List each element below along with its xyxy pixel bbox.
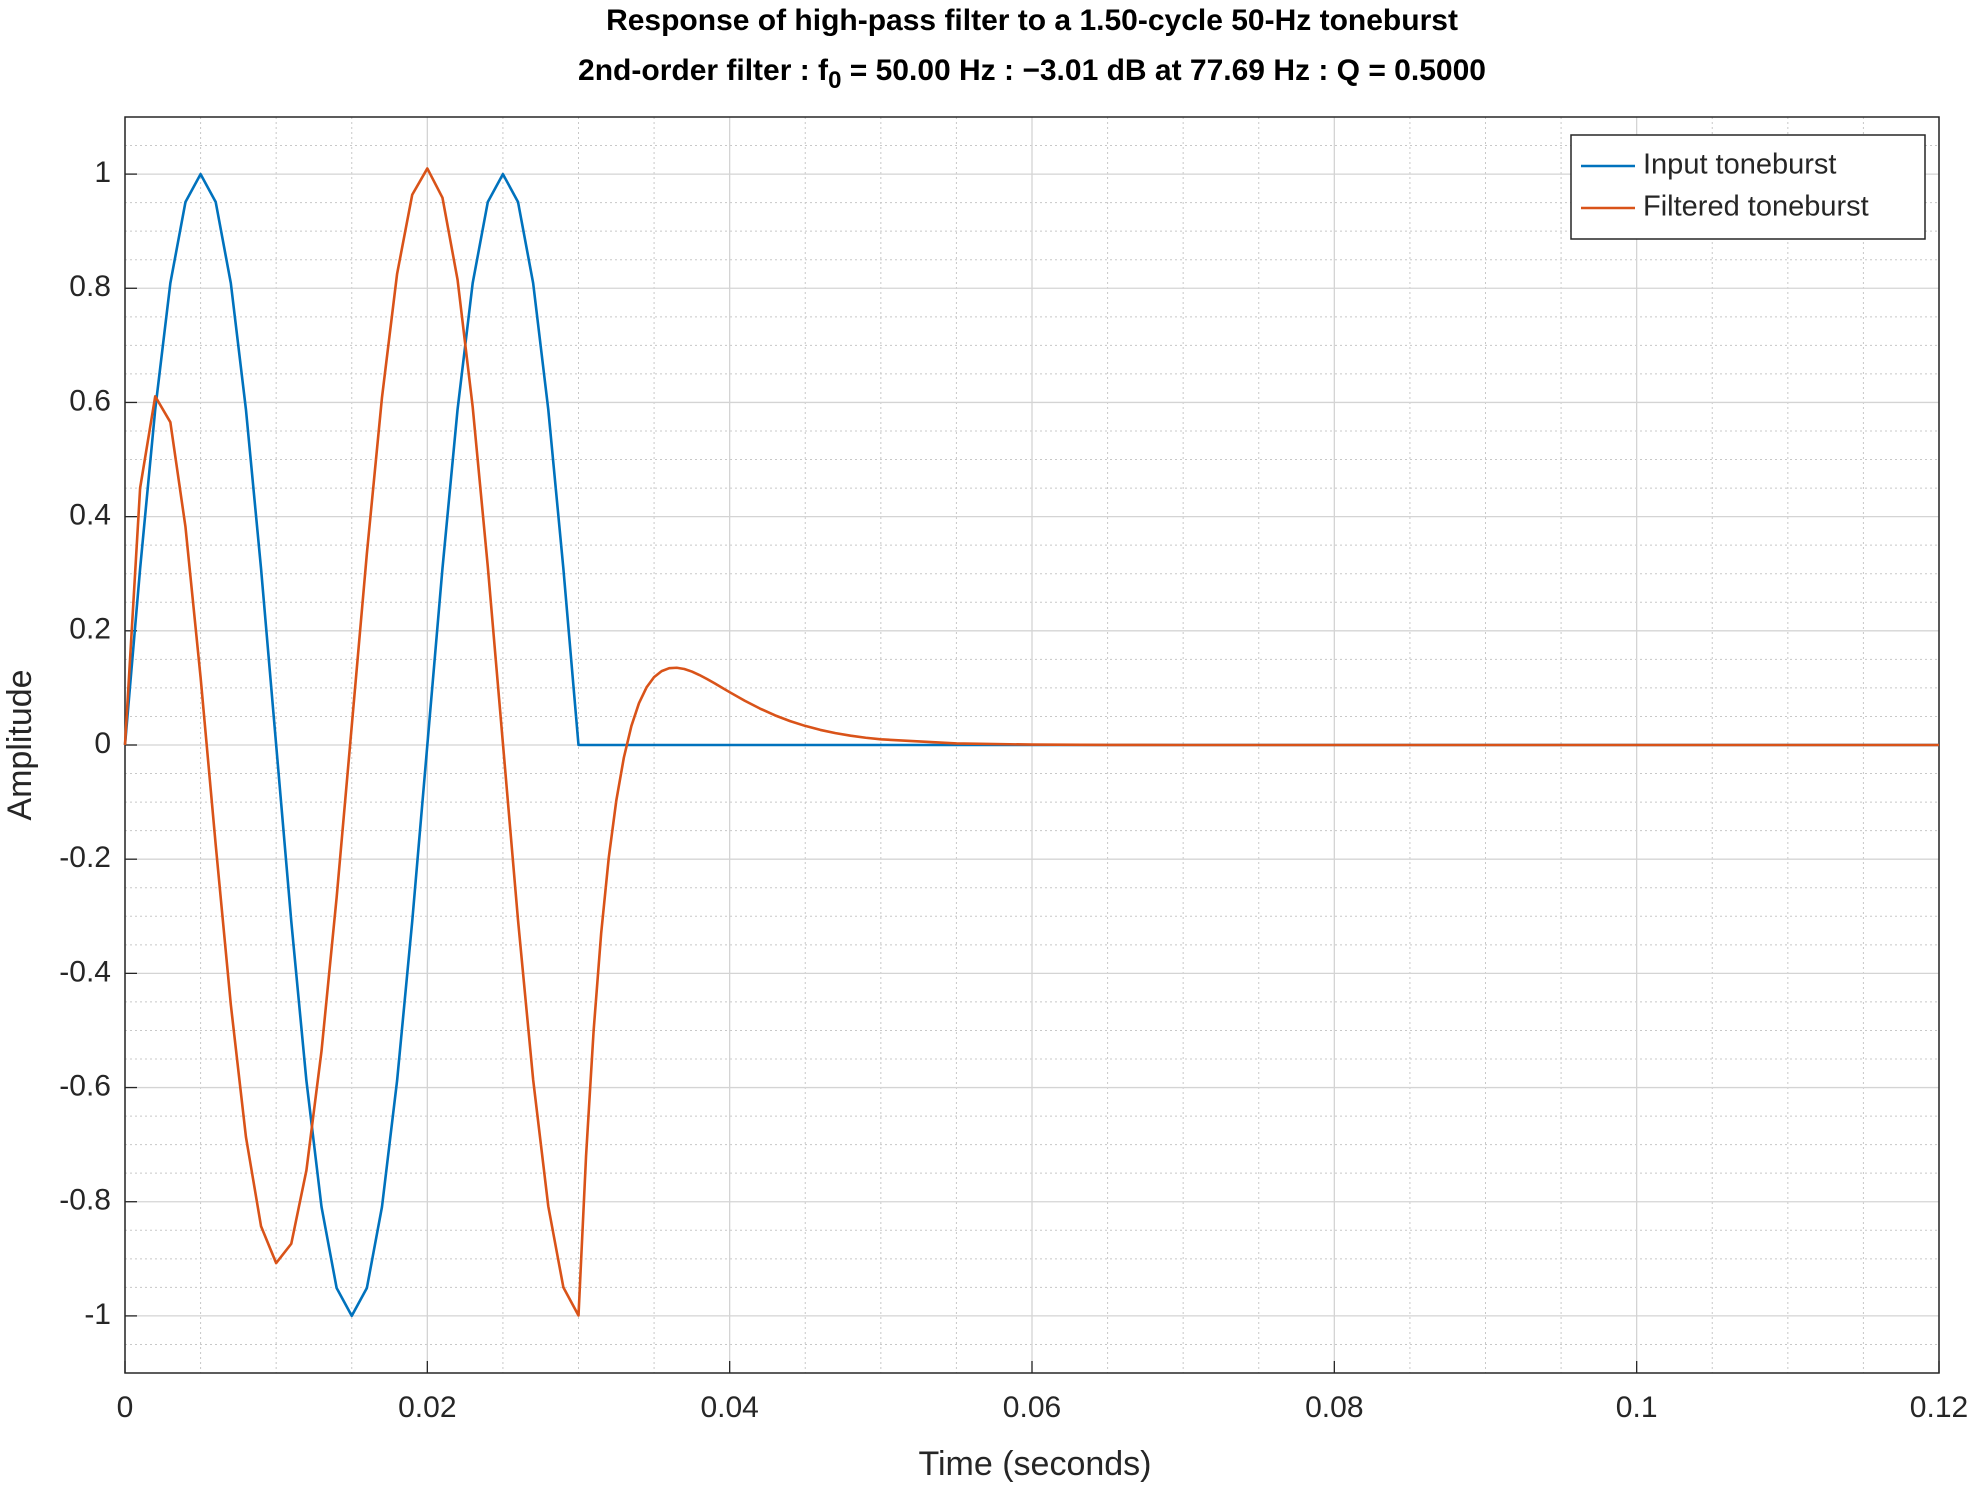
- x-tick-label: 0.12: [1910, 1391, 1968, 1424]
- y-tick-label: 0.6: [69, 384, 111, 417]
- x-tick-label: 0.08: [1305, 1391, 1363, 1424]
- x-tick-label: 0: [117, 1391, 134, 1424]
- subtitle-subscript: 0: [828, 67, 841, 94]
- y-tick-label: 0.2: [69, 613, 111, 646]
- y-tick-label: -0.8: [59, 1184, 111, 1217]
- y-tick-label: -0.6: [59, 1069, 111, 1102]
- x-tick-label: 0.02: [398, 1391, 456, 1424]
- x-tick-label: 0.04: [700, 1391, 758, 1424]
- subtitle-part: 2nd-order filter : f: [578, 54, 829, 87]
- y-tick-label: 0.4: [69, 499, 111, 532]
- x-tick-label: 0.1: [1616, 1391, 1658, 1424]
- y-tick-label: -0.4: [59, 955, 111, 988]
- y-tick-label: 1: [94, 156, 111, 189]
- y-tick-label: -0.2: [59, 841, 111, 874]
- subtitle-part: = 50.00 Hz : −3.01 dB at 77.69 Hz : Q = …: [841, 54, 1486, 87]
- legend-label: Filtered toneburst: [1643, 191, 1869, 223]
- chart-title: Response of high-pass filter to a 1.50-c…: [606, 4, 1458, 37]
- x-tick-label: 0.06: [1003, 1391, 1061, 1424]
- x-axis-label: Time (seconds): [918, 1445, 1151, 1483]
- chart-subtitle: 2nd-order filter : f0 = 50.00 Hz : −3.01…: [578, 54, 1486, 94]
- y-tick-label: -1: [84, 1298, 111, 1331]
- y-axis-label: Amplitude: [1, 669, 39, 820]
- y-tick-label: 0: [94, 727, 111, 760]
- legend-label: Input toneburst: [1643, 149, 1836, 181]
- legend-box: [1570, 134, 1926, 240]
- legend: Input toneburst Filtered toneburst: [1570, 134, 1926, 240]
- series-line: [123, 167, 1939, 1317]
- y-tick-label: 0.8: [69, 270, 111, 303]
